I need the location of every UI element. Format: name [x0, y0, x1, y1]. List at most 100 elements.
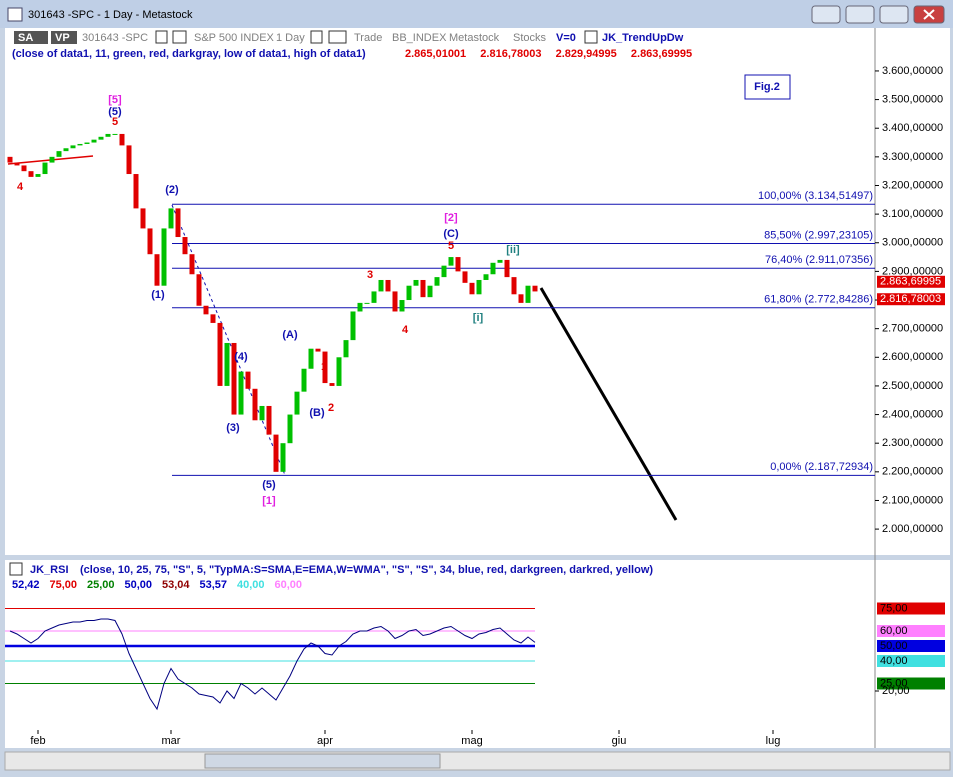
- rsi-value: 50,00: [125, 579, 153, 591]
- study-value: 2.829,94995: [556, 48, 617, 60]
- candle: [245, 371, 251, 389]
- y-tick-label: 2.400,00000: [882, 408, 943, 420]
- candle: [371, 291, 377, 303]
- rsi-value: 53,57: [200, 579, 228, 591]
- price-box: [877, 275, 945, 288]
- toolbar-button[interactable]: [14, 31, 48, 44]
- fig-box: [744, 74, 791, 100]
- restore-button[interactable]: [811, 5, 841, 24]
- wave-label: (4): [234, 351, 248, 363]
- candle: [497, 259, 503, 263]
- candle: [14, 162, 20, 166]
- rsi-value: 75,00: [50, 579, 78, 591]
- candle: [203, 305, 209, 315]
- candle: [77, 143, 83, 146]
- candle: [84, 142, 90, 144]
- dropdown[interactable]: [172, 30, 187, 44]
- candle: [112, 133, 118, 135]
- toolbar-button[interactable]: [51, 31, 77, 44]
- candle: [406, 285, 412, 301]
- candle: [266, 405, 272, 435]
- y-tick-label: 3.100,00000: [882, 208, 943, 220]
- x-tick-label: apr: [317, 735, 333, 747]
- toolbar-text: V=0: [556, 32, 576, 44]
- candle: [399, 300, 405, 312]
- candle: [175, 208, 181, 238]
- candle: [336, 357, 342, 386]
- wave-label: 5: [448, 240, 454, 252]
- y-tick-label: 2.300,00000: [882, 437, 943, 449]
- wave-label: 1: [321, 361, 327, 373]
- toolbar-text: S&P 500 INDEX: [194, 32, 275, 44]
- wave-label: Fig.2: [754, 81, 780, 93]
- candle: [273, 434, 279, 472]
- candle: [189, 254, 195, 275]
- wave-label: (5): [108, 106, 122, 118]
- candle: [532, 285, 538, 292]
- y-tick-label: 25,00: [880, 677, 908, 689]
- candle: [490, 262, 496, 275]
- x-tick-label: giu: [612, 735, 627, 747]
- wave-label: [i]: [473, 312, 484, 324]
- rsi-value: 60,00: [275, 579, 303, 591]
- candle: [70, 145, 76, 149]
- candle: [133, 174, 139, 209]
- y-tick-label: 3.500,00000: [882, 93, 943, 105]
- scrollbar[interactable]: [4, 751, 951, 771]
- wave-label: (A): [282, 329, 298, 341]
- wave-label: (B): [309, 407, 325, 419]
- checkbox[interactable]: [9, 562, 23, 576]
- y-tick-label: 3.200,00000: [882, 179, 943, 191]
- rsi-value: 53,04: [162, 579, 190, 591]
- candle: [287, 414, 293, 444]
- candle: [98, 136, 104, 140]
- y-tick-label: 2.900,00000: [882, 265, 943, 277]
- wave-label: [1]: [262, 495, 276, 507]
- candle: [504, 259, 510, 278]
- price-box-label: 2.816,78003: [880, 293, 941, 305]
- y-tick-label: 2.700,00000: [882, 323, 943, 335]
- candle: [357, 302, 363, 312]
- candle: [224, 342, 230, 386]
- scroll-thumb[interactable]: [204, 753, 441, 769]
- fib-label: 100,00% (3.134,51497): [758, 190, 873, 202]
- y-tick-label: 2.000,00000: [882, 523, 943, 535]
- rsi-title: JK_RSI: [30, 564, 69, 576]
- candle: [294, 391, 300, 415]
- window-title: 301643 -SPC - 1 Day - Metastock: [28, 9, 193, 21]
- y-tick-label: 2.100,00000: [882, 494, 943, 506]
- candle: [525, 285, 531, 303]
- fib-label: 85,50% (2.997,23105): [764, 229, 873, 241]
- dropdown[interactable]: [310, 30, 323, 44]
- maximize-button[interactable]: [879, 5, 909, 24]
- wave-label: 5: [112, 116, 118, 128]
- wave-label: (C): [443, 228, 459, 240]
- candle: [196, 274, 202, 306]
- candle: [350, 311, 356, 341]
- wave-label: [5]: [108, 94, 122, 106]
- minimize-button[interactable]: [845, 5, 875, 24]
- candle: [238, 371, 244, 415]
- price-box-label: 2.863,69995: [880, 276, 941, 288]
- rsi-value: 40,00: [237, 579, 265, 591]
- y-tick-label: 75,00: [880, 602, 908, 614]
- level-box: [877, 640, 945, 652]
- rsi-params: (close, 10, 25, 75, "S", 5, "TypMA:S=SMA…: [80, 564, 653, 576]
- toolbar-text: 1 Day: [276, 32, 305, 44]
- dropdown[interactable]: [328, 30, 347, 44]
- dropdown[interactable]: [155, 30, 168, 44]
- candle: [392, 291, 398, 312]
- wave-label: [ii]: [506, 244, 520, 256]
- x-tick-label: mar: [162, 735, 181, 747]
- candle: [49, 156, 55, 163]
- candle: [21, 165, 27, 172]
- fib-label: 76,40% (2.911,07356): [765, 254, 873, 266]
- candle: [448, 257, 454, 266]
- x-tick-label: feb: [30, 735, 45, 747]
- checkbox[interactable]: [584, 30, 598, 44]
- price-panel: [5, 28, 875, 555]
- projection-line: [539, 287, 678, 521]
- candle: [364, 302, 370, 304]
- price-axis: [875, 28, 950, 555]
- candle: [301, 368, 307, 392]
